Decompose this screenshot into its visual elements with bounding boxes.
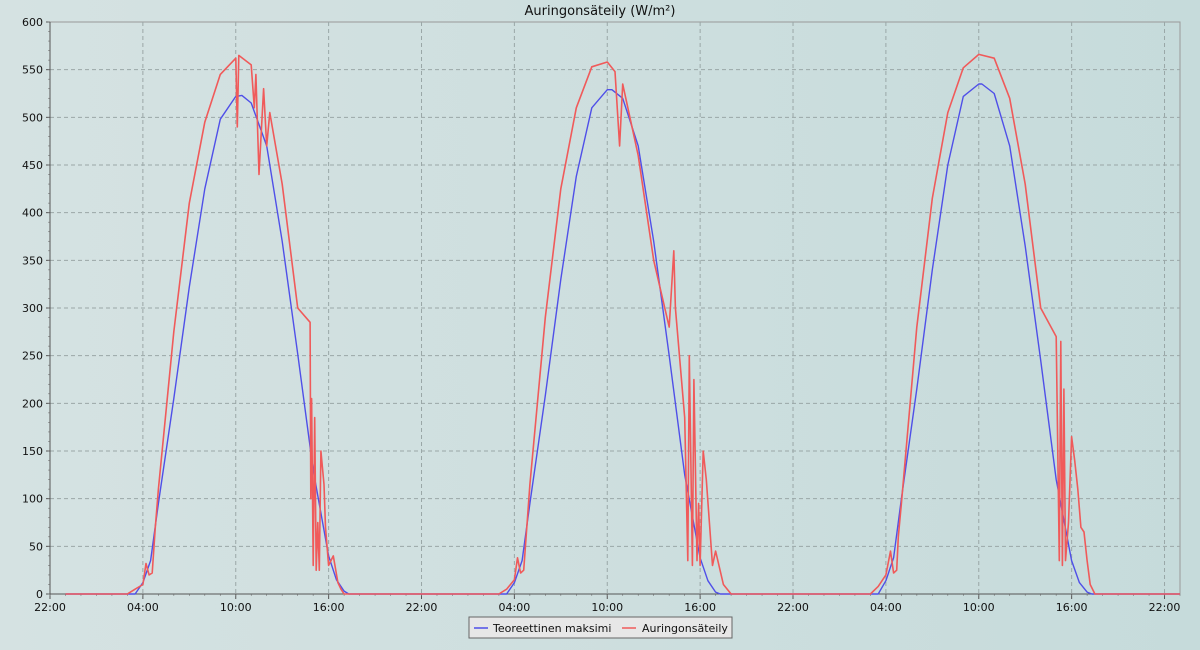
y-tick-label: 250 [22,350,43,363]
chart-title: Auringonsäteily (W/m²) [525,4,676,19]
x-tick-label: 04:00 [870,601,902,614]
y-tick-label: 600 [22,16,43,29]
legend: Teoreettinen maksimi Auringonsäteily [468,616,733,639]
y-tick-label: 500 [22,111,43,124]
x-tick-label: 16:00 [313,601,345,614]
grid-layer [49,21,1181,595]
legend-label-solar-radiation: Auringonsäteily [642,622,728,635]
axis-layer: 0 50 100 150 200 250 300 350 400 450 500 550 600 22:0… [22,16,1180,614]
y-tick-label: 400 [22,207,43,220]
x-tick-label: 22:00 [406,601,438,614]
x-tick-label: 04:00 [127,601,159,614]
y-tick-label: 100 [22,493,43,506]
x-tick-label: 16:00 [1056,601,1088,614]
x-tick-label: 10:00 [220,601,252,614]
series-line-solar-radiation [65,53,1180,595]
y-tick-label: 300 [22,302,43,315]
x-tick-label: 22:00 [1149,601,1181,614]
x-tick-label: 22:00 [777,601,809,614]
x-tick-label: 16:00 [684,601,716,614]
series-layer [65,53,1180,595]
x-tick-label: 22:00 [34,601,66,614]
x-tick-label: 10:00 [591,601,623,614]
y-tick-label: 50 [29,540,43,553]
legend-label-theoretical-max: Teoreettinen maksimi [492,622,611,635]
y-tick-label: 350 [22,254,43,267]
y-tick-label: 150 [22,445,43,458]
y-tick-label: 0 [36,588,43,601]
legend-box [468,616,733,639]
x-tick-label: 10:00 [963,601,995,614]
y-tick-label: 550 [22,64,43,77]
series-line-theoretical-max [65,83,1180,595]
x-tick-label: 04:00 [499,601,531,614]
y-tick-label: 200 [22,397,43,410]
y-tick-label: 450 [22,159,43,172]
